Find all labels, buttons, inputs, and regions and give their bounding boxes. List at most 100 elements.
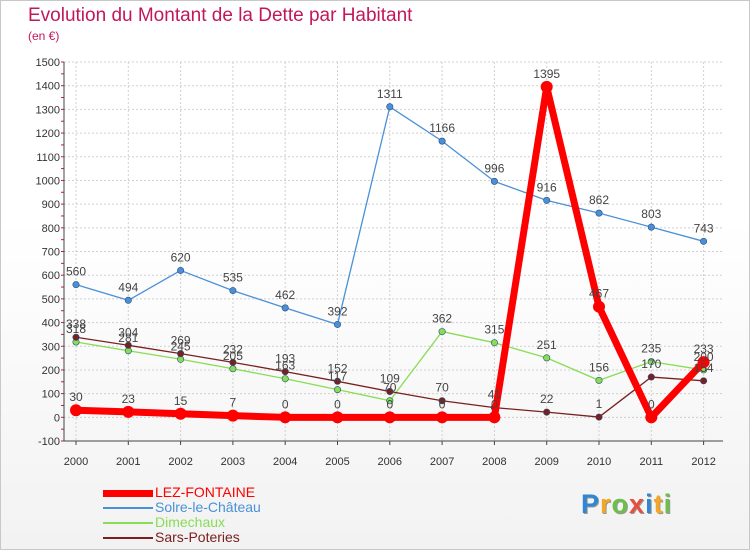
data-point <box>72 333 80 341</box>
data-labels: 30 23 15 7 0 0 0 0 01395467023356049462053546239… <box>66 67 714 411</box>
data-label: 235 <box>641 342 661 356</box>
data-label: 338 <box>66 317 86 331</box>
data-point <box>229 365 237 373</box>
x-tick-label: 2009 <box>534 456 558 468</box>
logo-letter: o <box>611 489 630 519</box>
data-label: 233 <box>694 342 714 356</box>
x-tick-label: 2011 <box>639 456 663 468</box>
y-tick-label: 1200 <box>36 128 60 140</box>
data-label: 152 <box>327 361 347 375</box>
logo-letter: i <box>663 489 673 519</box>
data-label: 30 <box>69 390 83 404</box>
legend-swatch <box>103 489 153 497</box>
data-point <box>700 377 708 385</box>
y-tick-label: 1400 <box>36 81 60 93</box>
data-label: 1395 <box>533 67 560 81</box>
data-point <box>438 328 446 336</box>
chart-title: Evolution du Montant de la Dette par Hab… <box>28 5 413 26</box>
data-point <box>386 387 394 395</box>
data-point <box>124 296 132 304</box>
data-label: 193 <box>275 352 295 366</box>
data-point <box>174 407 187 420</box>
data-label: 1311 <box>377 87 403 101</box>
x-tick-label: 2008 <box>482 456 506 468</box>
data-label: 41 <box>488 388 502 402</box>
data-point <box>543 408 551 416</box>
data-point <box>543 196 551 204</box>
legend-label: Dimechaux <box>155 514 226 530</box>
data-label: 362 <box>432 312 452 326</box>
data-label: 15 <box>174 394 188 408</box>
y-tick-label: 1000 <box>36 175 60 187</box>
data-point <box>543 354 551 362</box>
data-label: 535 <box>223 271 243 285</box>
series-group <box>70 80 710 424</box>
logo-letter: i <box>645 489 654 519</box>
y-tick-label: 400 <box>42 318 60 330</box>
y-tick-label: 800 <box>42 223 60 235</box>
data-point <box>647 358 655 366</box>
data-point <box>438 397 446 405</box>
data-label: 70 <box>435 381 449 395</box>
data-label: 862 <box>589 193 609 207</box>
data-point <box>647 223 655 231</box>
logo-letter: r <box>600 489 612 519</box>
data-label: 163 <box>275 359 295 373</box>
data-point <box>540 80 553 93</box>
data-label: 304 <box>118 325 138 339</box>
data-label: 22 <box>540 392 554 406</box>
data-label: 170 <box>641 357 661 371</box>
data-label: 0 <box>386 397 393 411</box>
data-label: 494 <box>118 280 138 294</box>
x-tick-label: 2003 <box>221 456 245 468</box>
data-label: 467 <box>589 287 609 301</box>
data-label: 996 <box>484 161 504 175</box>
data-point <box>438 137 446 145</box>
y-tick-label: -100 <box>38 436 60 448</box>
legend-swatch <box>103 522 153 524</box>
data-point <box>72 281 80 289</box>
legend-swatch <box>103 507 153 509</box>
data-label: 916 <box>537 180 557 194</box>
logo-letter: P <box>581 489 601 519</box>
data-label: 23 <box>122 392 136 406</box>
x-tick-label: 2010 <box>587 456 611 468</box>
data-label: 1166 <box>429 121 455 135</box>
x-tick-label: 2001 <box>116 456 140 468</box>
y-tick-label: 1100 <box>36 152 60 164</box>
data-point <box>177 350 185 358</box>
y-tick-label: 200 <box>42 365 60 377</box>
data-point <box>229 287 237 295</box>
data-point <box>488 411 501 424</box>
legend-label: Solre-le-Château <box>155 499 261 515</box>
data-label: 462 <box>275 288 295 302</box>
y-tick-label: 100 <box>42 389 60 401</box>
data-label: 620 <box>171 250 191 264</box>
x-tick-label: 2007 <box>430 456 454 468</box>
data-label: 117 <box>328 370 347 384</box>
logo-letter: x <box>629 489 646 519</box>
x-tick-label: 2006 <box>378 456 402 468</box>
data-point <box>595 376 603 384</box>
data-label: 200 <box>694 350 714 364</box>
data-point <box>595 209 603 217</box>
y-tick-labels: -100 0 100 200 300 400 500 600 700 800 900 1000 1100… <box>36 57 60 448</box>
data-label: 156 <box>589 360 609 374</box>
data-point <box>593 300 605 313</box>
data-label: 281 <box>118 331 138 345</box>
data-point <box>595 413 603 421</box>
data-label: 232 <box>223 342 243 356</box>
data-point <box>122 405 135 418</box>
x-tick-label: 2002 <box>168 456 192 468</box>
data-point <box>647 373 655 381</box>
y-tick-label: 300 <box>42 341 60 353</box>
data-label: 392 <box>327 304 347 318</box>
data-point <box>70 404 82 417</box>
chart-unit: (en €) <box>28 29 60 43</box>
grid-lines <box>64 61 723 442</box>
x-tick-label: 2000 <box>64 456 88 468</box>
data-label: 0 <box>491 397 498 411</box>
data-label: 7 <box>230 396 237 410</box>
data-label: 318 <box>66 322 86 336</box>
data-label: 205 <box>223 349 243 363</box>
